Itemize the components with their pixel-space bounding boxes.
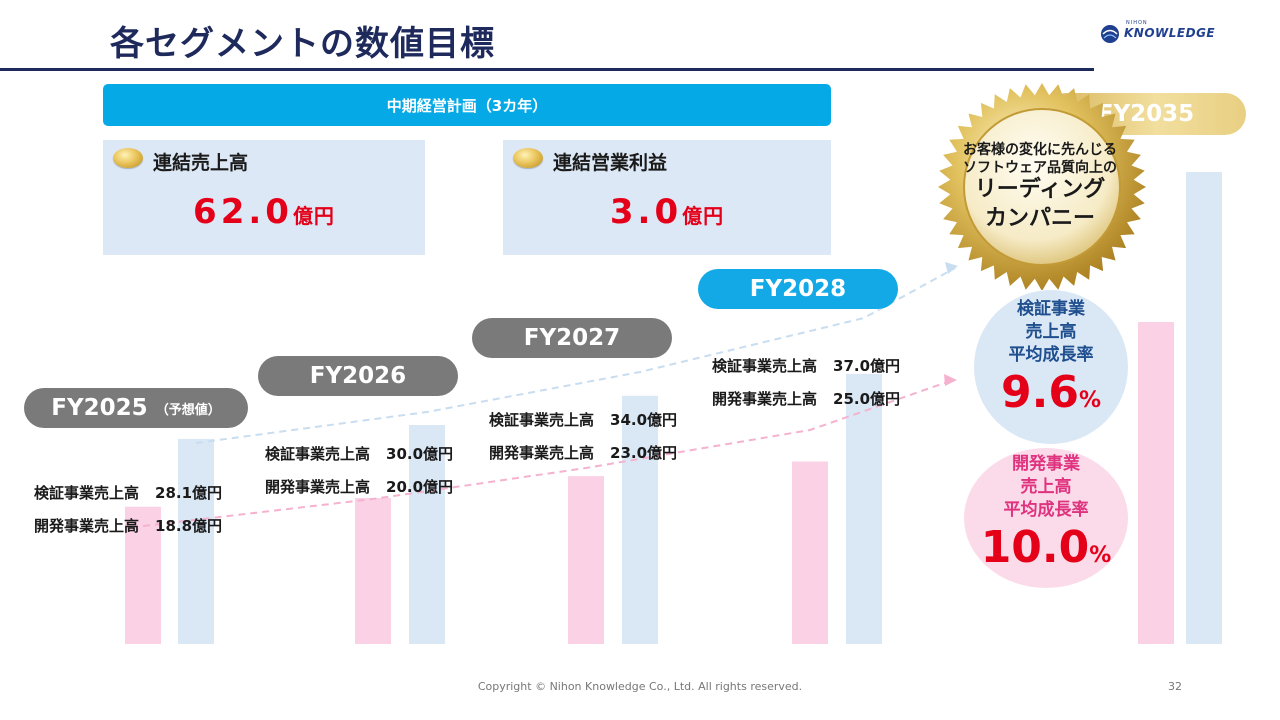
- fy-pill-fy2025: FY2025 （予想値）: [24, 388, 248, 428]
- cagr-label-line1: 検証事業: [1017, 299, 1085, 319]
- cagr-label-line1: 開発事業: [1012, 454, 1080, 474]
- badge-title-line2: カンパニー: [984, 206, 1095, 231]
- badge-tagline-line2: ソフトウェア品質向上の: [963, 160, 1117, 176]
- kpi-number: 62.0: [193, 192, 293, 232]
- gold-seal-badge: [938, 83, 1146, 290]
- plan-banner: 中期経営計画（3カ年）: [103, 84, 831, 126]
- fy-suffix: （予想値）: [155, 402, 221, 418]
- cagr-number: 9.6: [1001, 367, 1079, 418]
- cagr-value: 9.6%: [974, 367, 1128, 418]
- segment-name: 検証事業売上高: [265, 445, 371, 463]
- cagr-number: 10.0: [980, 522, 1090, 573]
- cagr-unit: %: [1078, 388, 1101, 413]
- verification-sales-bar: [846, 373, 882, 644]
- verification-value-label: 検証事業売上高 28.1億円: [34, 482, 222, 503]
- fy-pill-fy2028: FY2028: [698, 269, 898, 309]
- verification-trend-line: [195, 267, 956, 444]
- fy-label: FY2028: [749, 276, 847, 302]
- page-number: 32: [1168, 680, 1182, 693]
- kpi-unit: 億円: [682, 204, 725, 228]
- dev-sales-bar: [355, 498, 391, 644]
- segment-value: 34.0億円: [610, 411, 678, 429]
- logo-globe-icon: [1101, 25, 1119, 43]
- dev-sales-bar: [125, 506, 161, 644]
- verification-trend-arrowhead: [945, 262, 958, 274]
- verification-sales-bar-fy2035: [1186, 172, 1222, 644]
- development-value-label: 開発事業売上高 23.0億円: [489, 442, 677, 463]
- segment-value: 30.0億円: [386, 445, 454, 463]
- cagr-label-line3: 平均成長率: [1008, 345, 1094, 365]
- verification-sales-bar: [409, 425, 445, 644]
- kpi-label: 連結売上高: [153, 152, 249, 174]
- development-value-label: 開発事業売上高 20.0億円: [265, 476, 453, 497]
- segment-value: 18.8億円: [155, 517, 223, 535]
- verification-sales-bar: [178, 438, 214, 644]
- logo-small-text: NIHON: [1126, 20, 1148, 26]
- development-trend-line: [142, 379, 954, 527]
- logo-main-text: KNOWLEDGE: [1124, 26, 1216, 40]
- badge-tagline: お客様の変化に先んじる ソフトウェア品質向上の: [940, 141, 1140, 177]
- verification-cagr-circle: 検証事業 売上高 平均成長率 9.6%: [974, 290, 1128, 444]
- segment-name: 検証事業売上高: [489, 411, 595, 429]
- development-trend-arrowhead: [944, 374, 957, 386]
- segment-value: 20.0億円: [386, 478, 454, 496]
- kpi-label: 連結営業利益: [553, 152, 668, 174]
- cagr-value: 10.0%: [964, 522, 1128, 573]
- cagr-label-line2: 売上高: [1025, 322, 1077, 342]
- coin-icon: [513, 148, 543, 168]
- fy-pill-fy2027: FY2027: [472, 318, 672, 358]
- segment-value: 37.0億円: [833, 357, 901, 375]
- verification-value-label: 検証事業売上高 34.0億円: [489, 409, 677, 430]
- cagr-unit: %: [1089, 543, 1112, 568]
- segment-name: 開発事業売上高: [34, 517, 140, 535]
- segment-name: 検証事業売上高: [712, 357, 818, 375]
- copyright-footer: Copyright © Nihon Knowledge Co., Ltd. Al…: [477, 680, 803, 693]
- segment-value: 25.0億円: [833, 390, 901, 408]
- badge-tagline-line1: お客様の変化に先んじる: [963, 142, 1117, 158]
- verification-sales-bar: [622, 395, 658, 644]
- dev-sales-bar-fy2035: [1138, 322, 1174, 644]
- segment-name: 開発事業売上高: [265, 478, 371, 496]
- kpi-card-operating-profit: 連結営業利益 3.0億円: [503, 140, 831, 255]
- kpi-unit: 億円: [292, 204, 335, 228]
- fy-pill-fy2026: FY2026: [258, 356, 458, 396]
- kpi-number: 3.0: [609, 192, 683, 232]
- badge-title-line1: リーディング: [974, 177, 1106, 202]
- fy-label: FY2026: [309, 363, 407, 389]
- company-logo: [1101, 25, 1119, 43]
- dev-sales-bar: [792, 461, 828, 644]
- fy-label: FY2025: [51, 395, 148, 421]
- segment-value: 28.1億円: [155, 484, 223, 502]
- development-cagr-circle: 開発事業 売上高 平均成長率 10.0%: [964, 448, 1128, 588]
- seal-inner-circle: [963, 108, 1121, 266]
- development-value-label: 開発事業売上高 18.8億円: [34, 515, 222, 536]
- kpi-value: 62.0億円: [103, 192, 425, 232]
- cagr-label-line3: 平均成長率: [1003, 500, 1089, 520]
- page-title: 各セグメントの数値目標: [110, 24, 495, 64]
- badge-title: リーディング カンパニー: [940, 175, 1140, 233]
- verification-value-label: 検証事業売上高 37.0億円: [712, 355, 900, 376]
- segment-name: 開発事業売上高: [712, 390, 818, 408]
- segment-name: 開発事業売上高: [489, 444, 595, 462]
- dev-sales-bar: [568, 476, 604, 644]
- coin-icon: [113, 148, 143, 168]
- fy-label: FY2027: [523, 325, 621, 351]
- cagr-label-line2: 売上高: [1020, 477, 1072, 497]
- segment-name: 検証事業売上高: [34, 484, 140, 502]
- verification-value-label: 検証事業売上高 30.0億円: [265, 443, 453, 464]
- kpi-card-consolidated-sales: 連結売上高 62.0億円: [103, 140, 425, 255]
- kpi-value: 3.0億円: [503, 192, 831, 232]
- title-underline: [0, 68, 1094, 71]
- segment-value: 23.0億円: [610, 444, 678, 462]
- development-value-label: 開発事業売上高 25.0億円: [712, 388, 900, 409]
